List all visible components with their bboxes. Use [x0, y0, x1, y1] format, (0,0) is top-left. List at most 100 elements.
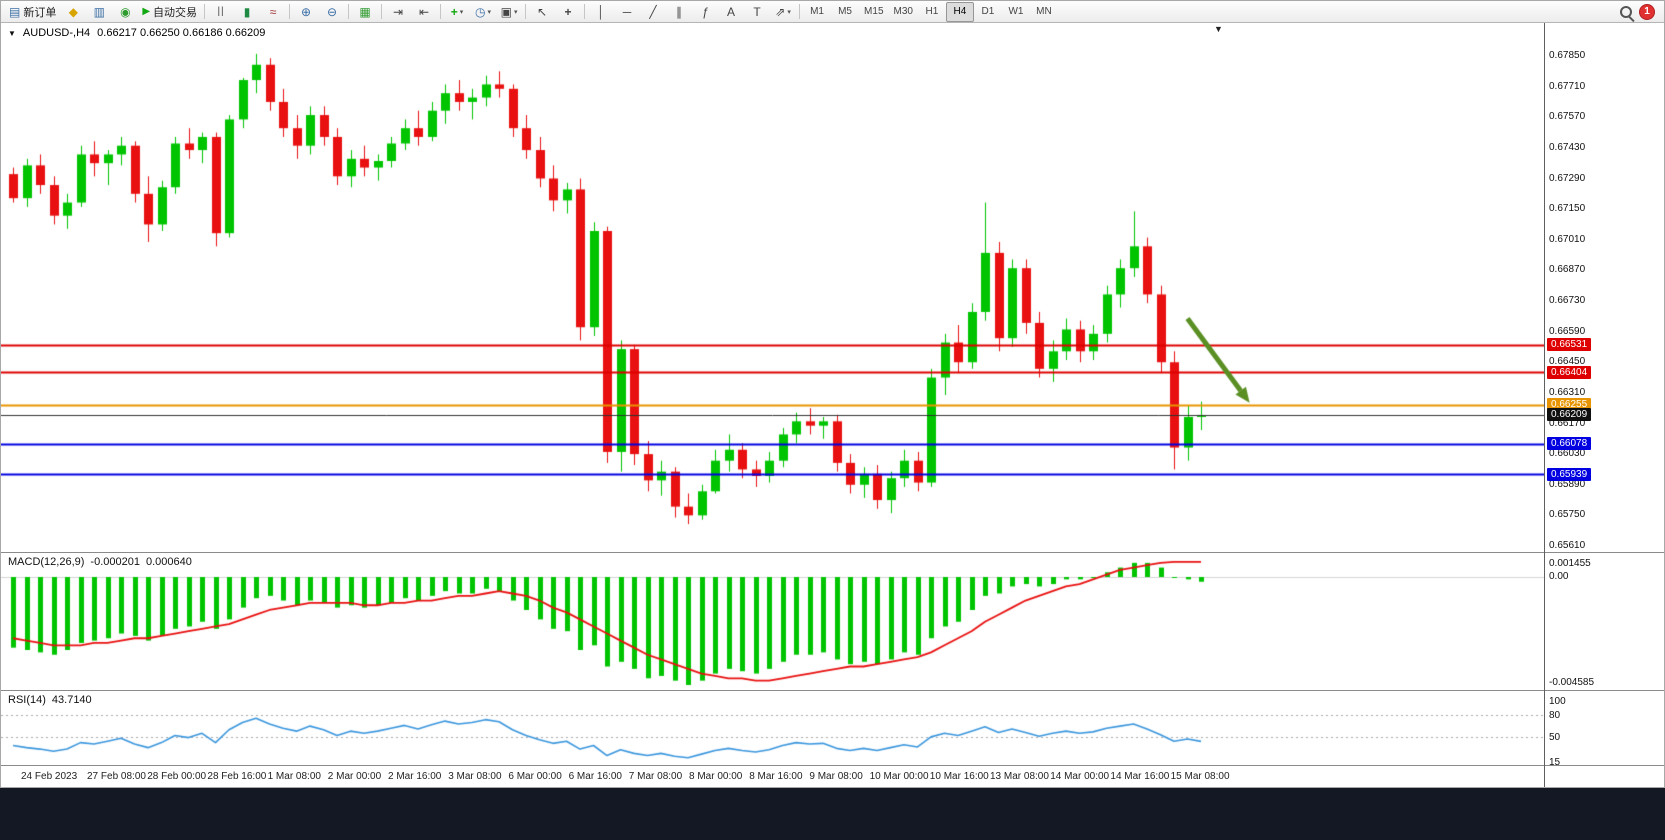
time-tick: 13 Mar 08:00 [990, 771, 1049, 782]
chart-shift-button[interactable]: ⇤ [411, 2, 437, 22]
symbol-dropdown-icon[interactable]: ▼ [8, 28, 16, 38]
trendline-tool-button[interactable]: ╱ [640, 2, 666, 22]
time-tick: 3 Mar 08:00 [448, 771, 502, 782]
time-tick: 7 Mar 08:00 [628, 771, 683, 782]
notification-badge[interactable]: 1 [1640, 4, 1654, 19]
time-tick: 8 Mar 16:00 [749, 771, 803, 782]
price-chart-canvas[interactable] [1, 23, 1544, 552]
new-order-button[interactable]: ▤ 新订单 [5, 2, 60, 22]
time-tick: 14 Mar 00:00 [1050, 771, 1110, 782]
timeframe-m5-button[interactable]: M5 [838, 6, 852, 17]
toolbar: ▤ 新订单 ◆ ▥ ◉ ▶ 自动交易 || ▮ ≈ ⊕ ⊖ ▦ ⇥ ⇤ + ▾ ◷… [1, 1, 1664, 23]
price-tick: 0.67290 [1549, 172, 1586, 184]
price-tick: 0.65890 [1549, 478, 1586, 490]
zoom-out-button[interactable]: ⊖ [319, 2, 345, 22]
arrows-tool-button[interactable]: ⇗ ▾ [770, 2, 796, 22]
line-chart-button[interactable]: ≈ [260, 2, 286, 22]
timeframe-h1-button[interactable]: H1 [925, 6, 939, 17]
rsi-value: 43.7140 [51, 694, 92, 706]
new-order-label: 新订单 [23, 6, 57, 19]
toolbar-separator [289, 4, 291, 19]
panel-separator[interactable] [1, 690, 1664, 691]
price-tick: 0.65750 [1549, 509, 1586, 521]
fibonacci-tool-button[interactable]: ƒ [692, 2, 718, 22]
zoom-out-icon: ⊖ [327, 4, 338, 19]
horizontal-line-tool-button[interactable]: ─ [614, 2, 640, 22]
time-tick: 6 Mar 16:00 [568, 771, 622, 782]
auto-trading-button[interactable]: ▶ 自动交易 [138, 2, 201, 22]
channel-tool-button[interactable]: ∥ [666, 2, 692, 22]
time-tick: 15 Mar 08:00 [1170, 771, 1230, 782]
price-axis[interactable]: 0.67850 0.67710 0.67570 0.67430 0.67290 0.671… [1547, 23, 1663, 788]
price-tick: 0.65610 [1549, 540, 1586, 551]
toolbar-separator [348, 4, 350, 19]
timeframe-m30-button[interactable]: M30 [893, 6, 913, 17]
toolbar-separator [204, 4, 206, 19]
axis-separator [1544, 23, 1545, 788]
time-tick: 2 Mar 16:00 [388, 771, 442, 782]
auto-trading-label: 自动交易 [153, 6, 198, 19]
candlestick-chart-button[interactable]: ▮ [234, 2, 260, 22]
zoom-in-button[interactable]: ⊕ [293, 2, 319, 22]
bar-chart-button[interactable]: || [208, 2, 234, 22]
price-tick: 0.66310 [1549, 386, 1586, 398]
price-line-badge: 0.65939 [1547, 467, 1592, 481]
label-tool-button[interactable]: T [744, 2, 770, 22]
panel-separator[interactable] [1, 552, 1664, 553]
charts-button[interactable]: ▥ [86, 2, 112, 22]
time-axis[interactable]: 24 Feb 2023 27 Feb 08:00 28 Feb 00:00 28 Fe… [1, 765, 1544, 788]
text-tool-button[interactable]: A [718, 2, 744, 22]
time-tick: 28 Feb 00:00 [147, 771, 207, 782]
search-icon[interactable] [1620, 5, 1632, 18]
time-tick: 14 Mar 16:00 [1110, 771, 1170, 782]
timeframe-d1-button[interactable]: D1 [981, 6, 995, 17]
price-tick: 0.67430 [1549, 141, 1586, 153]
rsi-tick: 100 [1549, 696, 1566, 707]
periods-button[interactable]: ◷ ▾ [470, 2, 496, 22]
macd-label: MACD(12,26,9) -0.000201 0.000640 [8, 556, 192, 568]
price-line-badge: 0.66531 [1547, 338, 1592, 352]
toolbar-separator [525, 4, 527, 19]
market-watch-button[interactable]: ◆ [60, 2, 86, 22]
auto-scroll-button[interactable]: ⇥ [385, 2, 411, 22]
vertical-line-tool-button[interactable]: │ [588, 2, 614, 22]
add-indicator-icon: + [450, 4, 458, 19]
crosshair-tool-button[interactable]: + [555, 2, 581, 22]
crosshair-icon: + [564, 4, 572, 19]
panel-separator [1, 765, 1664, 766]
rsi-indicator-canvas[interactable] [1, 690, 1544, 765]
candlestick-chart-icon: ▮ [243, 4, 251, 19]
add-indicator-button[interactable]: + ▾ [444, 2, 470, 22]
timeframe-h4-button[interactable]: H4 [945, 1, 974, 22]
time-tick: 6 Mar 00:00 [508, 771, 562, 782]
rsi-name: RSI(14) [8, 694, 46, 706]
price-tick: 0.67570 [1549, 111, 1586, 123]
time-tick: 2 Mar 00:00 [327, 771, 382, 782]
fibonacci-icon: ƒ [701, 4, 709, 19]
time-tick: 28 Feb 16:00 [207, 771, 267, 782]
macd-indicator-canvas[interactable] [1, 552, 1544, 690]
price-tick: 0.66590 [1549, 325, 1586, 337]
chevron-down-icon: ▾ [487, 8, 492, 16]
vertical-line-icon: │ [597, 4, 605, 19]
cursor-tool-button[interactable]: ↖ [529, 2, 555, 22]
toolbar-separator [440, 4, 442, 19]
timeframe-mn-button[interactable]: MN [1036, 6, 1052, 17]
price-line-badge: 0.66404 [1547, 365, 1592, 379]
price-tick: 0.66870 [1549, 264, 1586, 276]
templates-button[interactable]: ▣ ▾ [496, 2, 522, 22]
horizontal-line-icon: ─ [622, 4, 632, 19]
toolbar-separator [584, 4, 586, 19]
timeframe-m1-button[interactable]: M1 [810, 6, 824, 17]
macd-tick: -0.004585 [1549, 677, 1595, 688]
tile-windows-button[interactable]: ▦ [352, 2, 378, 22]
timeframe-w1-button[interactable]: W1 [1008, 6, 1024, 17]
rsi-tick: 80 [1549, 710, 1561, 722]
chart-shift-marker-icon[interactable]: ▼ [1214, 24, 1223, 34]
time-tick: 24 Feb 2023 [21, 771, 78, 782]
timeframe-m15-button[interactable]: M15 [864, 6, 884, 17]
price-tick: 0.67150 [1549, 203, 1586, 215]
terminal-button[interactable]: ◉ [112, 2, 138, 22]
rsi-label: RSI(14) 43.7140 [8, 694, 92, 706]
